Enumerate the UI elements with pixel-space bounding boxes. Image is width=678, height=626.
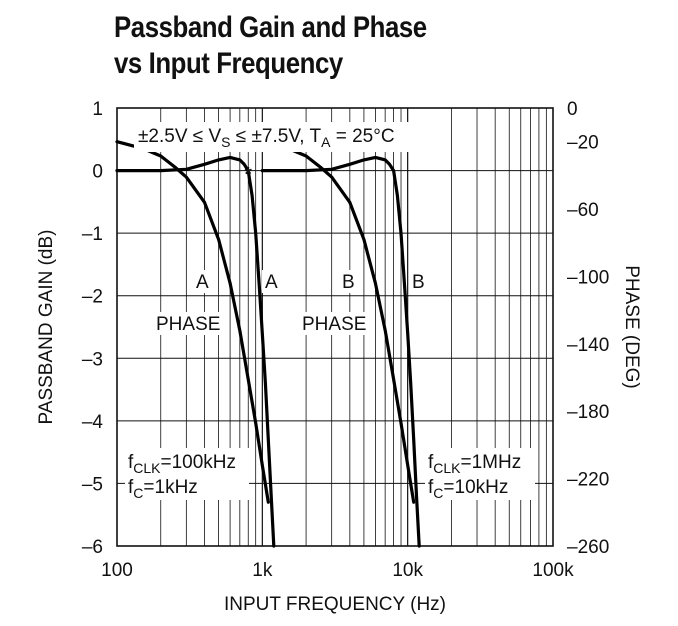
- clock-b-fclk: fCLK=1MHz: [428, 452, 521, 476]
- y-left-tick-label: –4: [82, 412, 104, 433]
- y-left-tick-label: 0: [92, 162, 103, 183]
- plot-frame: [116, 107, 554, 547]
- conditions-text: ±2.5V ≤ VS ≤ ±7.5V, TA = 25°C: [138, 126, 395, 150]
- y-right-tick-label: 0: [567, 99, 578, 120]
- y-right-tick-label: –20: [567, 133, 599, 154]
- annotations: ±2.5V ≤ VS ≤ ±7.5V, TA = 25°C A A B B PHASE PH…: [125, 122, 535, 501]
- y-left-tick-label: –2: [82, 287, 103, 308]
- chart-title-line2: vs Input Frequency: [114, 47, 343, 80]
- label-b-phase: B: [342, 272, 355, 293]
- curve-b-gain: [260, 155, 421, 548]
- y-right-tick-label: –220: [567, 470, 609, 491]
- clock-b-backdrop: [425, 448, 535, 500]
- label-b-phase-backdrop: [339, 270, 355, 293]
- label-b-gain-backdrop: [409, 270, 425, 293]
- phase-label-b-backdrop: [299, 312, 367, 335]
- y-left-tick-label: –1: [82, 224, 103, 245]
- label-a-phase-backdrop: [193, 270, 209, 293]
- y-right-tick-label: –100: [567, 267, 609, 288]
- clock-a-fclk: fCLK=100kHz: [128, 452, 236, 476]
- clock-a-backdrop: [125, 448, 249, 500]
- label-a-phase: A: [196, 272, 209, 293]
- tick-labels: 10–1–2–3–4–5–60–20–60–100–140–180–220–26…: [36, 99, 642, 615]
- curves: [115, 140, 421, 548]
- phase-label-b: PHASE: [302, 314, 366, 335]
- y-left-axis-label: PASSBAND GAIN (dB): [36, 230, 57, 425]
- y-right-tick-label: –260: [567, 537, 609, 558]
- label-b-gain: B: [412, 272, 425, 293]
- y-left-tick-label: –5: [82, 474, 103, 495]
- y-right-tick-label: –60: [567, 200, 599, 221]
- x-tick-label: 10k: [392, 560, 423, 581]
- phase-label-a: PHASE: [156, 314, 220, 335]
- y-right-tick-label: –140: [567, 335, 609, 356]
- x-tick-label: 1k: [252, 560, 273, 581]
- clock-b-fc: fC=10kHz: [428, 477, 508, 501]
- conditions-backdrop: [134, 122, 430, 152]
- curve-a-gain: [115, 155, 276, 548]
- phase-label-a-backdrop: [153, 312, 221, 335]
- curve-b-phase: [260, 140, 416, 504]
- curve-a-phase: [115, 140, 270, 504]
- label-a-gain: A: [265, 272, 278, 293]
- y-left-tick-label: –3: [82, 349, 103, 370]
- label-a-gain-backdrop: [262, 270, 278, 293]
- x-axis-label: INPUT FREQUENCY (Hz): [224, 594, 446, 615]
- y-right-tick-label: –180: [567, 402, 609, 423]
- x-tick-label: 100: [101, 560, 133, 581]
- chart-title-line1: Passband Gain and Phase: [114, 11, 427, 44]
- y-left-tick-label: 1: [92, 99, 103, 120]
- marker-star: *: [245, 165, 253, 186]
- y-left-tick-label: –6: [82, 537, 103, 558]
- clock-a-fc: fC=1kHz: [128, 477, 198, 501]
- x-tick-label: 100k: [532, 560, 574, 581]
- chart-title: Passband Gain and Phase vs Input Frequen…: [114, 10, 427, 82]
- y-right-axis-label: PHASE (DEG): [621, 265, 642, 389]
